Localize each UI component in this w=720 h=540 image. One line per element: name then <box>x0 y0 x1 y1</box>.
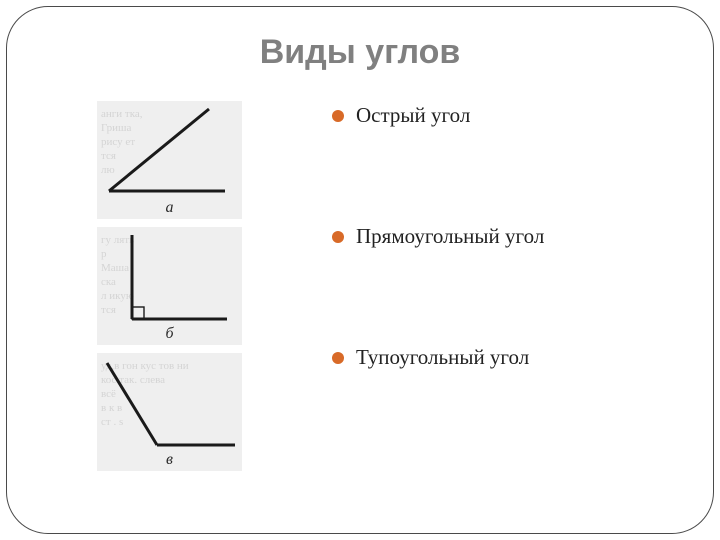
figure-label-v: в <box>97 451 242 469</box>
list-item: Прямоугольный угол <box>332 224 544 249</box>
bullet-label-obtuse: Тупоугольный угол <box>356 345 529 370</box>
figure-obtuse: уд,в гон кус тов никос так. слевавсёв к … <box>97 353 242 471</box>
figure-label-a: а <box>97 199 242 217</box>
list-item: Тупоугольный угол <box>332 345 544 370</box>
bullet-icon <box>332 110 344 122</box>
list-item: Острый угол <box>332 103 544 128</box>
bullet-label-acute: Острый угол <box>356 103 470 128</box>
acute-ray-2 <box>109 109 209 191</box>
bullet-icon <box>332 231 344 243</box>
bullet-icon <box>332 352 344 364</box>
figure-label-b: б <box>97 325 242 343</box>
figure-acute: анги тка,Гришарису еттсялю а <box>97 101 242 219</box>
obtuse-ray-2 <box>107 363 157 445</box>
slide-frame: Виды углов анги тка,Гришарису еттсялю а … <box>6 6 714 534</box>
page-title: Виды углов <box>7 33 713 72</box>
bullet-list: Острый угол Прямоугольный угол Тупоуголь… <box>332 103 544 466</box>
figure-column: анги тка,Гришарису еттсялю а гу лятьрМаш… <box>97 101 242 479</box>
bullet-label-right: Прямоугольный угол <box>356 224 544 249</box>
figure-right: гу лятьрМашаскал икуются б <box>97 227 242 345</box>
right-angle-marker <box>132 307 144 319</box>
